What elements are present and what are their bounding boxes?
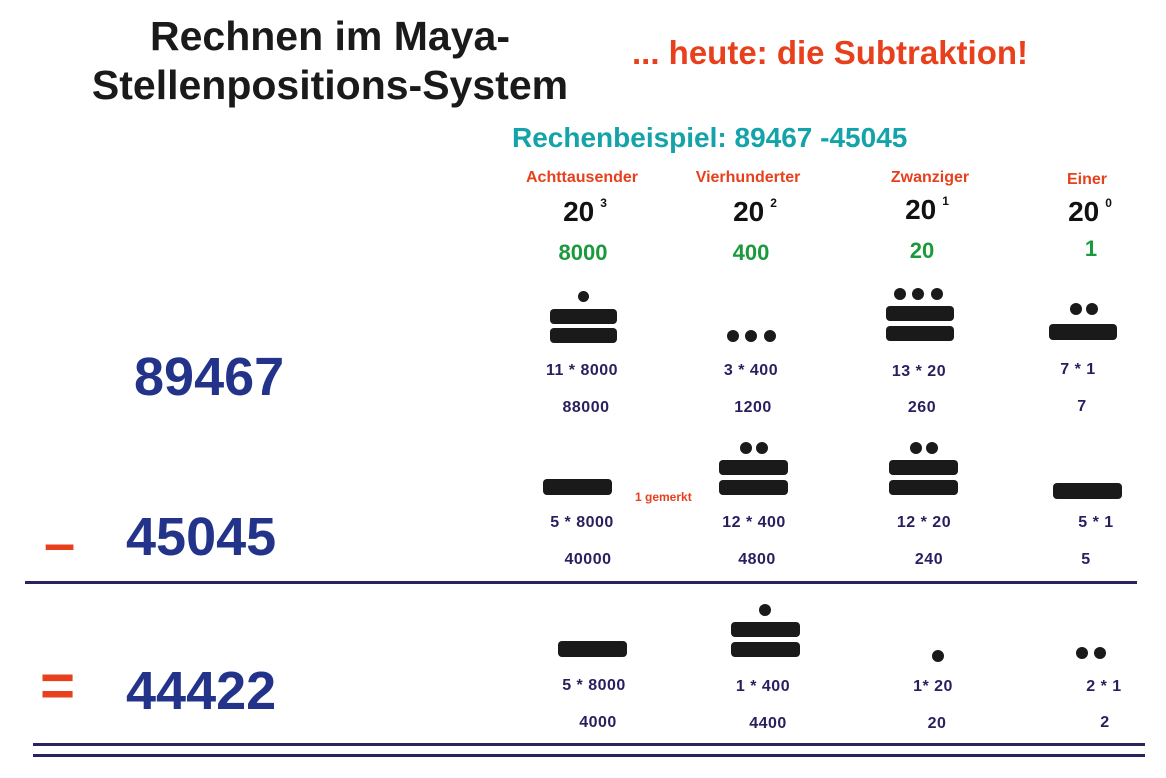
result-underline-bottom [33, 754, 1145, 757]
maya-bar [558, 641, 627, 657]
maya-bar [543, 479, 612, 495]
maya-bar [886, 306, 954, 321]
product: 40000 [564, 551, 612, 568]
maya-bar [719, 460, 788, 475]
product: 4800 [738, 551, 776, 568]
maya-dot [745, 330, 757, 342]
subtraction-line [25, 581, 1137, 584]
product: 5 [1081, 551, 1091, 568]
minuend-number: 89467 [134, 347, 285, 407]
page-title: Rechnen im Maya- Stellenpositions-System [20, 12, 640, 110]
equals-operator: = [40, 652, 76, 719]
maya-bar [731, 622, 800, 637]
maya-dot [1086, 303, 1098, 315]
column-name-20: Zwanziger [890, 169, 970, 186]
maya-bar [550, 328, 617, 343]
place-value-8000: 8000 [558, 240, 608, 265]
result-number: 44422 [126, 661, 277, 721]
maya-bar [886, 326, 954, 341]
formula: 5 * 1 [1078, 514, 1114, 531]
maya-dot [912, 288, 924, 300]
maya-dot [727, 330, 739, 342]
column-name-400: Vierhunderter [695, 169, 801, 186]
maya-dot [764, 330, 776, 342]
maya-dot [1070, 303, 1082, 315]
title-line-1: Rechnen im Maya- [150, 13, 510, 59]
power-400: 20 2 [733, 195, 777, 227]
product: 260 [907, 399, 937, 416]
product: 1200 [734, 399, 772, 416]
maya-dot [756, 442, 768, 454]
power-8000: 20 3 [563, 195, 607, 227]
product: 20 [927, 715, 947, 732]
formula: 1* 20 [913, 678, 953, 695]
maya-dot [740, 442, 752, 454]
place-value-1: 1 [1084, 236, 1098, 261]
subtrahend-number: 45045 [126, 507, 277, 567]
subtitle: ... heute: die Subtraktion! [632, 34, 1029, 71]
product: 4000 [579, 714, 617, 731]
column-name-1: Einer [1066, 171, 1108, 188]
maya-bar [731, 642, 800, 657]
formula: 1 * 400 [735, 678, 791, 695]
maya-dot [1076, 647, 1088, 659]
title-line-2: Stellenpositions-System [91, 62, 569, 109]
power-1: 20 0 [1068, 195, 1112, 227]
maya-dot [926, 442, 938, 454]
product: 7 [1077, 398, 1087, 415]
product: 240 [914, 551, 944, 568]
carry-note: 1 gemerkt [635, 490, 692, 504]
product: 2 [1100, 714, 1110, 731]
maya-dot [894, 288, 906, 300]
maya-dot [578, 291, 589, 302]
maya-bar [550, 309, 617, 324]
maya-dot [931, 288, 943, 300]
maya-dot [932, 650, 944, 662]
formula: 5 * 8000 [562, 677, 626, 694]
formula: 12 * 400 [722, 514, 786, 531]
column-name-8000: Achttausender [525, 169, 639, 186]
product: 88000 [562, 399, 610, 416]
minus-operator: – [44, 511, 76, 574]
maya-bar [1049, 324, 1117, 340]
formula: 2 * 1 [1086, 678, 1122, 695]
place-value-400: 400 [732, 240, 770, 265]
formula: 3 * 400 [723, 362, 779, 379]
power-20: 20 1 [905, 193, 949, 225]
formula: 12 * 20 [896, 514, 952, 531]
product: 4400 [749, 715, 787, 732]
maya-bar [719, 480, 788, 495]
formula: 5 * 8000 [550, 514, 614, 531]
result-underline-top [33, 743, 1145, 746]
maya-dot [910, 442, 922, 454]
example-heading: Rechenbeispiel: 89467 -45045 [512, 122, 908, 153]
maya-bar [1053, 483, 1122, 499]
formula: 13 * 20 [891, 363, 947, 380]
maya-bar [889, 480, 958, 495]
maya-dot [1094, 647, 1106, 659]
place-value-20: 20 [909, 238, 935, 263]
formula: 11 * 8000 [545, 362, 619, 379]
maya-dot [759, 604, 771, 616]
maya-bar [889, 460, 958, 475]
formula: 7 * 1 [1060, 361, 1096, 378]
